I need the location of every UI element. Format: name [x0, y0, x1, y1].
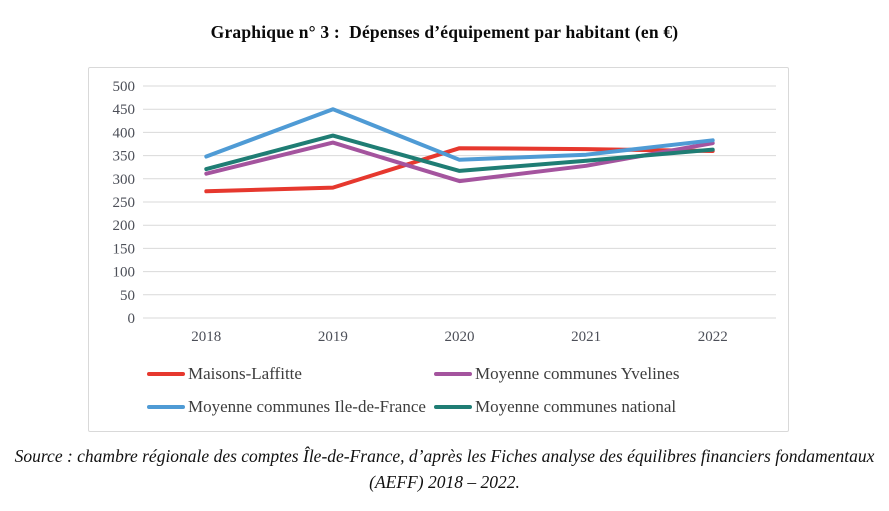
chart-legend: Maisons-Laffitte Moyenne communes Yvelin… [147, 364, 788, 417]
legend-item-maisons-laffitte: Maisons-Laffitte [147, 364, 434, 384]
legend-swatch-teal-line-icon [434, 405, 472, 409]
y-axis-tick-label: 100 [113, 265, 136, 281]
source-caption: Source : chambre régionale des comptes Î… [14, 446, 875, 493]
legend-item-moyenne-national: Moyenne communes national [434, 397, 788, 417]
y-axis-tick-label: 150 [113, 241, 136, 257]
x-axis-tick-label: 2018 [191, 329, 221, 345]
series-line-moyenne-communes-national [204, 133, 715, 173]
y-axis-tick-label: 50 [120, 288, 135, 304]
chart-container: 0 50 100 150 200 250 300 350 400 450 500 2018 2019 20… [88, 67, 789, 432]
y-axis-tick-label: 0 [128, 311, 136, 327]
series-line-moyenne-communes-ile-de-france [204, 107, 715, 162]
legend-swatch-red-line-icon [147, 372, 185, 376]
line-chart-plot: 0 50 100 150 200 250 300 350 400 450 500 2018 2019 20… [113, 79, 776, 345]
legend-label: Moyenne communes national [475, 397, 677, 416]
y-axis-tick-label: 500 [113, 79, 136, 95]
x-axis-tick-label: 2021 [571, 329, 601, 345]
legend-label: Maisons-Laffitte [188, 364, 302, 383]
y-axis-tick-label: 300 [113, 172, 136, 188]
legend-label: Moyenne communes Yvelines [475, 364, 680, 383]
y-axis-tick-label: 200 [113, 218, 136, 234]
chart-title: Graphique n° 3 : Dépenses d’équipement p… [210, 22, 679, 42]
legend-item-moyenne-yvelines: Moyenne communes Yvelines [434, 364, 788, 384]
y-axis-tick-label: 400 [113, 125, 136, 141]
x-axis-tick-label: 2019 [318, 329, 348, 345]
legend-swatch-purple-line-icon [434, 372, 472, 376]
y-axis-tick-label: 250 [113, 195, 136, 211]
y-axis-tick-label: 350 [113, 149, 136, 165]
legend-item-moyenne-ile-de-france: Moyenne communes Ile-de-France [147, 397, 434, 417]
legend-label: Moyenne communes Ile-de-France [188, 397, 426, 416]
legend-swatch-blue-line-icon [147, 405, 185, 409]
x-axis-tick-label: 2022 [698, 329, 728, 345]
x-axis-tick-label: 2020 [445, 329, 475, 345]
y-axis-tick-label: 450 [113, 102, 136, 118]
